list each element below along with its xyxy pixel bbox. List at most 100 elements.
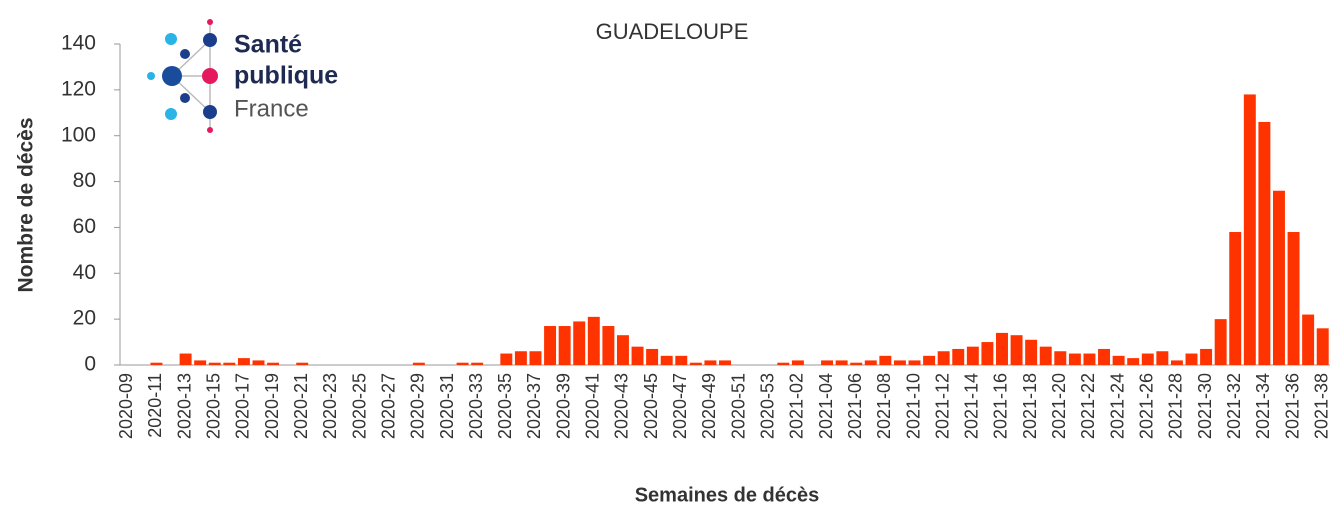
- bar: [252, 360, 265, 365]
- bar: [1302, 314, 1315, 365]
- bar: [1098, 348, 1111, 365]
- y-tick-label: 100: [61, 123, 96, 146]
- bar: [587, 316, 600, 365]
- bar: [893, 360, 906, 365]
- x-tick-label: 2020-15: [204, 373, 224, 439]
- x-tick-label: 2021-34: [1253, 373, 1273, 439]
- bar: [908, 360, 921, 365]
- x-tick-label: 2021-02: [787, 373, 807, 439]
- logo: Santé publique France: [147, 19, 338, 133]
- bar: [1141, 353, 1154, 365]
- x-tick-label: 2020-29: [408, 373, 428, 439]
- x-tick-label: 2020-33: [466, 373, 486, 439]
- bar: [719, 360, 731, 365]
- bar: [456, 362, 469, 365]
- bar: [223, 362, 236, 365]
- x-tick-label: 2021-30: [1195, 373, 1215, 439]
- bar: [660, 355, 673, 365]
- bar: [981, 342, 994, 365]
- bar: [864, 360, 877, 365]
- x-tick-label: 2021-10: [903, 373, 923, 439]
- bar: [777, 362, 790, 365]
- x-tick-label: 2021-04: [816, 373, 836, 439]
- bar: [646, 348, 659, 365]
- bar: [1229, 232, 1242, 365]
- y-tick-label: 60: [73, 215, 96, 238]
- bar: [1083, 353, 1096, 365]
- x-tick-label: 2020-25: [349, 373, 369, 439]
- bar: [1010, 335, 1023, 365]
- bar: [194, 360, 207, 365]
- bar: [602, 326, 615, 365]
- x-tick-label: 2021-32: [1224, 373, 1244, 439]
- bar: [835, 360, 848, 365]
- logo-text: publique: [234, 62, 338, 90]
- bar: [616, 335, 629, 365]
- bar: [1068, 353, 1081, 365]
- x-tick-label: 2021-22: [1078, 373, 1098, 439]
- bar: [1200, 348, 1213, 365]
- bar: [1185, 353, 1198, 365]
- x-tick-label: 2020-21: [291, 373, 311, 439]
- bar: [689, 362, 702, 365]
- x-tick-label: 2020-41: [583, 373, 603, 439]
- bar: [966, 346, 979, 365]
- x-tick-label: 2020-53: [757, 373, 777, 439]
- bar: [675, 355, 688, 365]
- bar: [412, 362, 425, 365]
- bar: [529, 351, 542, 365]
- bar: [704, 360, 717, 365]
- x-tick-label: 2020-39: [553, 373, 573, 439]
- x-tick-label: 2020-11: [145, 373, 165, 438]
- x-tick-label: 2021-12: [932, 373, 952, 439]
- bar: [1156, 351, 1169, 365]
- x-tick-label: 2020-19: [262, 373, 282, 439]
- bar: [1287, 232, 1300, 365]
- x-tick-label: 2020-31: [437, 373, 457, 439]
- bar: [1025, 339, 1038, 365]
- bar: [1112, 355, 1125, 365]
- y-tick-label: 0: [84, 353, 96, 376]
- bar: [1258, 121, 1271, 365]
- bar: [1170, 360, 1183, 365]
- bar: [631, 346, 644, 365]
- x-tick-label: 2020-23: [320, 373, 340, 439]
- chart-title: GUADELOUPE: [596, 19, 749, 44]
- bar: [1316, 328, 1329, 365]
- x-tick-label: 2021-08: [874, 373, 894, 439]
- bar: [267, 362, 280, 365]
- x-tick-label: 2021-16: [991, 373, 1011, 439]
- y-tick-label: 140: [61, 32, 96, 55]
- bar: [923, 355, 936, 365]
- bar: [791, 360, 804, 365]
- x-tick-label: 2021-18: [1020, 373, 1040, 439]
- x-tick-label: 2021-06: [845, 373, 865, 439]
- x-tick-label: 2021-24: [1107, 373, 1127, 439]
- bar: [296, 362, 309, 365]
- bar: [937, 351, 950, 365]
- x-tick-label: 2020-09: [116, 373, 136, 439]
- bar: [1054, 351, 1067, 365]
- bar: [514, 351, 527, 365]
- bar: [996, 332, 1008, 365]
- bar: [1243, 94, 1256, 365]
- bar: [179, 353, 192, 365]
- x-tick-label: 2021-14: [962, 373, 982, 439]
- bar: [558, 326, 571, 365]
- x-tick-label: 2021-28: [1166, 373, 1186, 439]
- bar: [237, 358, 250, 365]
- x-tick-label: 2021-36: [1282, 373, 1302, 439]
- x-tick-label: 2020-17: [233, 373, 253, 439]
- y-tick-label: 120: [61, 77, 96, 100]
- bar: [850, 362, 863, 365]
- x-tick-label: 2020-49: [699, 373, 719, 439]
- bar: [1272, 190, 1285, 365]
- y-tick-label: 20: [73, 307, 96, 330]
- bar: [544, 326, 557, 365]
- x-tick-label: 2021-26: [1137, 373, 1157, 439]
- x-tick-label: 2020-47: [670, 373, 690, 439]
- bar: [1127, 358, 1140, 365]
- x-tick-label: 2020-27: [378, 373, 398, 439]
- bar: [1214, 319, 1227, 365]
